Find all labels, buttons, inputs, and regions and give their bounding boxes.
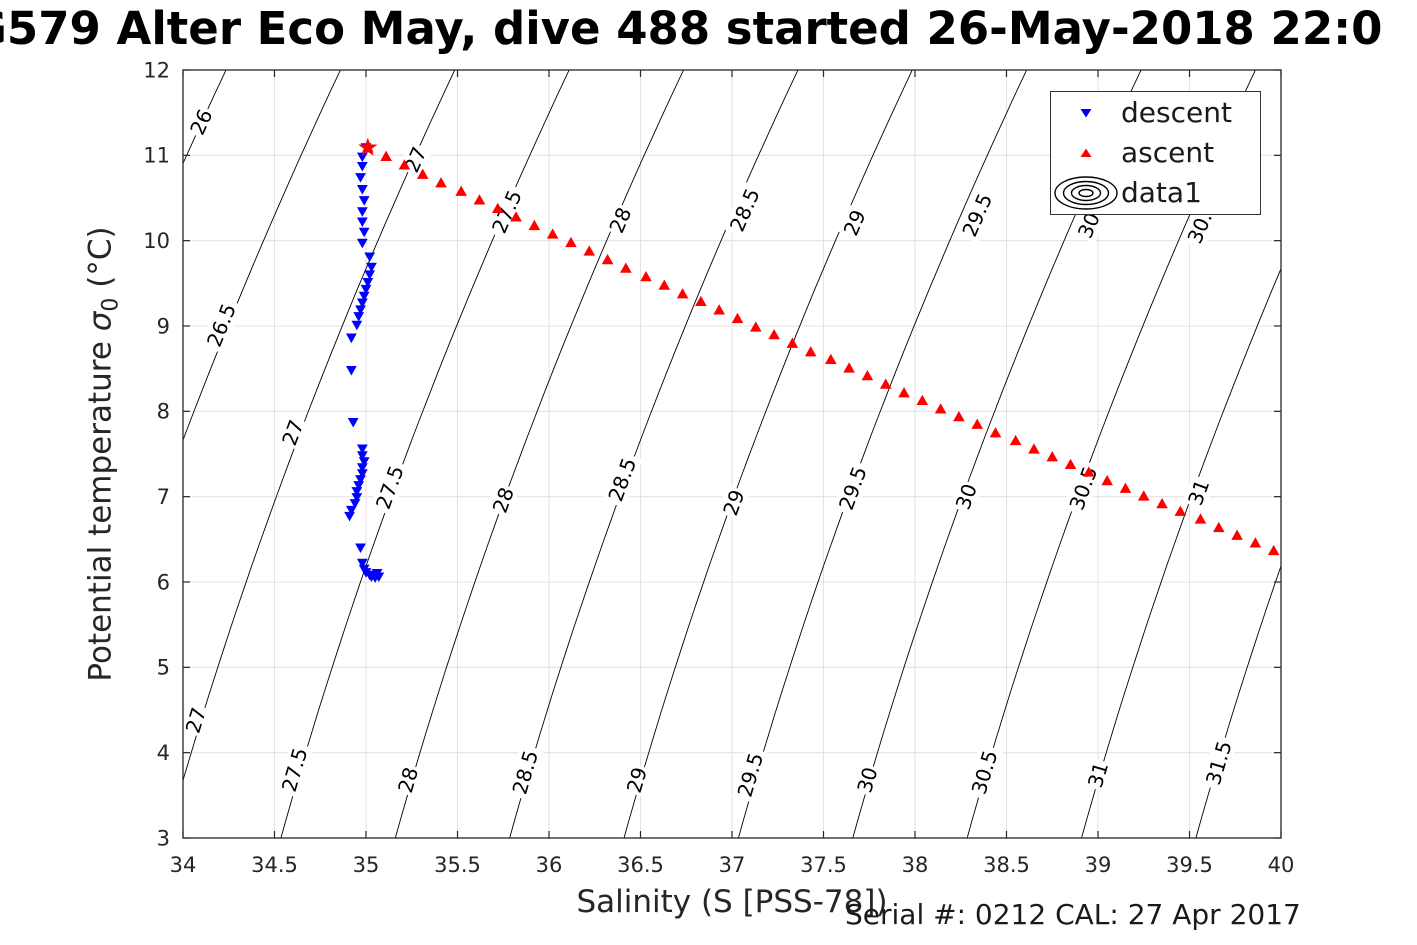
contour-label-27.5: 27.5 xyxy=(485,183,529,241)
legend-item-descent: descent xyxy=(1051,94,1260,132)
legend-label-data1: data1 xyxy=(1121,176,1202,209)
x-tick-label: 38 xyxy=(902,853,929,877)
svg-text:28.5: 28.5 xyxy=(725,185,765,235)
contour-line-26 xyxy=(183,70,227,165)
contour-label-28: 28 xyxy=(487,482,520,518)
contour-line-31 xyxy=(1081,267,1281,838)
axes-frame xyxy=(182,69,1282,839)
contour-label-29.5: 29.5 xyxy=(731,746,770,804)
contour-line-29.5 xyxy=(737,70,1028,838)
x-tick-label: 39.5 xyxy=(1166,853,1213,877)
sigma-symbol: σ xyxy=(82,311,119,332)
svg-text:26: 26 xyxy=(185,105,217,138)
y-tick-label: 10 xyxy=(143,229,170,253)
contour-label-30: 30 xyxy=(851,762,884,798)
contour-ellipses-icon xyxy=(1051,175,1121,211)
descent-series xyxy=(344,143,385,583)
contour-line-28.5 xyxy=(509,70,799,838)
contour-line-28 xyxy=(394,70,685,838)
y-tick-label: 4 xyxy=(157,741,170,765)
contour-line-29 xyxy=(623,70,913,838)
svg-text:29: 29 xyxy=(839,206,871,239)
y-axis-label-suffix: (°C) xyxy=(82,226,119,298)
contour-label-26: 26 xyxy=(184,103,219,141)
svg-text:29.5: 29.5 xyxy=(834,463,872,513)
y-tick-label: 7 xyxy=(157,485,170,509)
x-tick-label: 40 xyxy=(1268,853,1295,877)
x-tick-label: 34 xyxy=(170,853,197,877)
sigma-subscript: 0 xyxy=(98,297,124,312)
contour-label-28: 28 xyxy=(603,202,638,239)
ascent-triangle-up-icon xyxy=(1051,147,1121,159)
svg-text:28: 28 xyxy=(604,204,636,237)
contour-label-30: 30 xyxy=(950,478,983,515)
svg-text:31.5: 31.5 xyxy=(1201,738,1237,788)
legend-item-ascent: ascent xyxy=(1051,134,1260,172)
contour-label-29: 29 xyxy=(837,204,872,241)
contour-label-27: 27 xyxy=(398,141,433,178)
dive-start-star-marker xyxy=(358,137,378,156)
contour-label-27: 27 xyxy=(276,414,310,451)
svg-text:29.5: 29.5 xyxy=(957,190,997,240)
svg-text:30.5: 30.5 xyxy=(1064,463,1102,513)
contour-label-29.5: 29.5 xyxy=(955,186,999,244)
contour-label-31.5: 31.5 xyxy=(1199,734,1238,792)
y-tick-label: 11 xyxy=(143,144,170,168)
svg-text:30.5: 30.5 xyxy=(967,748,1003,798)
x-tick-label: 35 xyxy=(353,853,380,877)
x-tick-label: 38.5 xyxy=(983,853,1030,877)
x-tick-label: 36.5 xyxy=(617,853,664,877)
x-tick-label: 35.5 xyxy=(434,853,481,877)
contour-label-27.5: 27.5 xyxy=(275,741,314,799)
contour-label-31: 31 xyxy=(1182,474,1215,511)
contour-line-31.5 xyxy=(1195,564,1281,838)
y-tick-label: 3 xyxy=(157,826,170,850)
ascent-series xyxy=(362,142,1280,556)
y-axis-label-prefix: Potential temperature xyxy=(82,331,119,682)
svg-text:27: 27 xyxy=(399,143,431,176)
y-tick-label: 8 xyxy=(157,400,170,424)
descent-triangle-down-icon xyxy=(1051,107,1121,119)
contour-label-29.5: 29.5 xyxy=(832,459,873,517)
y-tick-label: 5 xyxy=(157,656,170,680)
contour-label-28.5: 28.5 xyxy=(723,181,767,239)
contour-label-29: 29 xyxy=(621,762,653,798)
y-tick-label: 9 xyxy=(157,314,170,338)
x-axis-label: Salinity (S [PSS-78]) xyxy=(576,884,888,920)
contour-label-27: 27 xyxy=(180,702,212,738)
contour-label-26.5: 26.5 xyxy=(200,296,243,354)
x-tick-label: 36 xyxy=(536,853,563,877)
tick-labels: 34 34.5 35 35.5 36 36.5 37 37.5 38 38.5 39 39.5 4034… xyxy=(143,58,1294,877)
legend-label-ascent: ascent xyxy=(1121,136,1215,169)
x-tick-label: 37.5 xyxy=(800,853,847,877)
x-tick-label: 39 xyxy=(1085,853,1112,877)
svg-text:27.5: 27.5 xyxy=(371,462,409,512)
y-tick-label: 12 xyxy=(143,58,170,82)
contour-label-28: 28 xyxy=(392,762,424,798)
legend-item-data1: data1 xyxy=(1051,174,1260,212)
contour-label-29: 29 xyxy=(717,484,751,521)
contour-label-27.5: 27.5 xyxy=(369,458,410,516)
contour-label-28.5: 28.5 xyxy=(601,451,643,509)
svg-text:28.5: 28.5 xyxy=(507,748,543,798)
y-tick-label: 6 xyxy=(157,570,170,594)
serial-annotation: Serial #: 0212 CAL: 27 Apr 2017 xyxy=(845,898,1301,931)
svg-text:29.5: 29.5 xyxy=(733,750,769,799)
svg-text:26.5: 26.5 xyxy=(202,300,241,350)
y-axis-label: Potential temperature σ0 (°C) xyxy=(82,226,123,681)
legend-label-descent: descent xyxy=(1121,96,1232,129)
x-tick-label: 37 xyxy=(719,853,746,877)
contour-labels-layer: 26 27 27.5 28 28.5 29 29.5 30 30.5 26.5 27 27.5 28 28… xyxy=(180,103,1238,804)
contour-label-30.5: 30.5 xyxy=(1063,459,1104,517)
legend: descent ascent data1 xyxy=(1050,91,1261,215)
x-tick-label: 34.5 xyxy=(251,853,298,877)
page-title: G579 Alter Eco May, dive 488 started 26-… xyxy=(0,2,1383,55)
contour-label-31: 31 xyxy=(1082,757,1114,793)
